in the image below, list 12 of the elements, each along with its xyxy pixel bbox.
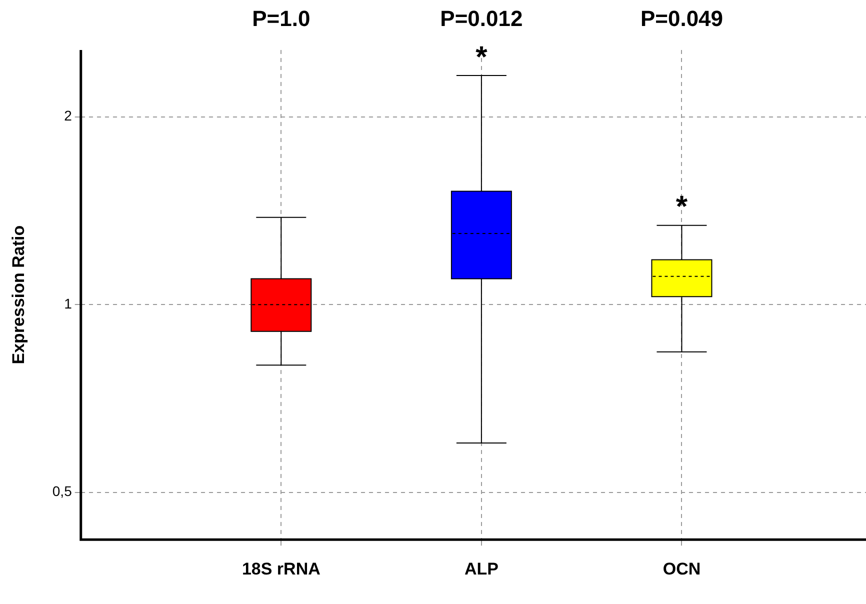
x-tick-label: ALP <box>464 559 498 578</box>
annotation: * <box>476 40 488 74</box>
text: P=1.0 <box>252 6 310 32</box>
y-tick-label: 0,5 <box>52 483 72 500</box>
y-axis-title: Expression Ratio <box>8 225 28 364</box>
y-tick-label: 1 <box>64 295 72 312</box>
text: P=0.049 <box>640 6 724 32</box>
y-tick-label: 2 <box>64 108 72 124</box>
x-tick-label: OCN <box>662 559 701 578</box>
text: P=0.012 <box>440 6 523 32</box>
annotation: * <box>676 190 688 224</box>
x-tick-label: 18S rRNA <box>242 559 320 578</box>
